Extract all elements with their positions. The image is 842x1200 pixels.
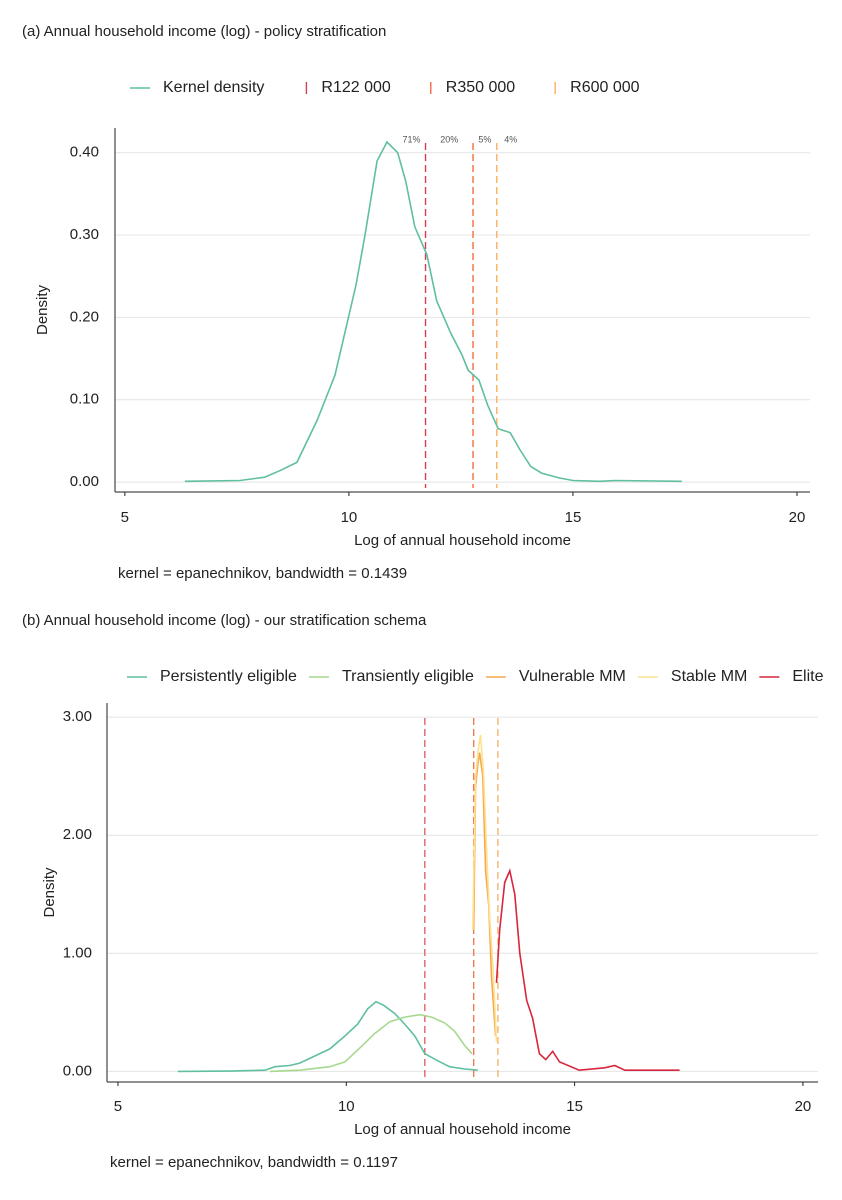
x-tick-label: 20 — [789, 509, 806, 526]
legend-label: R600 000 — [570, 79, 639, 96]
note: kernel = epanechnikov, bandwidth = 0.143… — [118, 565, 407, 582]
y-tick-label: 1.00 — [63, 944, 92, 961]
legend-label: Stable MM — [671, 668, 747, 685]
x-tick-label: 5 — [114, 1098, 122, 1115]
density-line — [184, 140, 682, 483]
legend-label: Kernel density — [163, 79, 264, 96]
y-tick-label: 0.00 — [63, 1062, 92, 1079]
y-tick-label: 0.10 — [70, 391, 99, 408]
x-tick-label: 10 — [341, 509, 358, 526]
legend-label: Transiently eligible — [342, 668, 474, 685]
legend-label: Vulnerable MM — [519, 668, 626, 685]
legend-label: Persistently eligible — [160, 668, 297, 685]
y-tick-label: 0.00 — [70, 473, 99, 490]
share-label: 20% — [440, 134, 458, 144]
share-label: 71% — [403, 134, 421, 144]
share-label: 5% — [478, 134, 491, 144]
x-tick-label: 15 — [566, 1098, 583, 1115]
share-label: 4% — [504, 134, 517, 144]
x-axis-label: Log of annual household income — [354, 532, 571, 549]
density-line — [269, 1013, 473, 1073]
x-tick-label: 5 — [121, 509, 129, 526]
y-tick-label: 2.00 — [63, 826, 92, 843]
legend-label: R350 000 — [446, 79, 515, 96]
chart-title: (a) Annual household income (log) - poli… — [22, 23, 386, 40]
x-tick-label: 15 — [565, 509, 582, 526]
density-line — [472, 734, 498, 1042]
y-tick-label: 0.20 — [70, 308, 99, 325]
chart-title: (b) Annual household income (log) - our … — [22, 612, 427, 629]
y-tick-label: 0.40 — [70, 144, 99, 161]
y-tick-label: 0.30 — [70, 226, 99, 243]
legend-label: R122 000 — [321, 79, 390, 96]
y-axis-label: Density — [34, 284, 51, 335]
note: kernel = epanechnikov, bandwidth = 0.119… — [110, 1154, 398, 1171]
legend-label: Elite — [792, 668, 823, 685]
y-tick-label: 3.00 — [63, 708, 92, 725]
density-line — [495, 868, 680, 1072]
y-axis-label: Density — [41, 867, 58, 918]
x-tick-label: 10 — [338, 1098, 355, 1115]
x-axis-label: Log of annual household income — [354, 1121, 571, 1138]
density-line — [177, 1000, 478, 1073]
x-tick-label: 20 — [795, 1098, 812, 1115]
density-line — [472, 752, 497, 1037]
